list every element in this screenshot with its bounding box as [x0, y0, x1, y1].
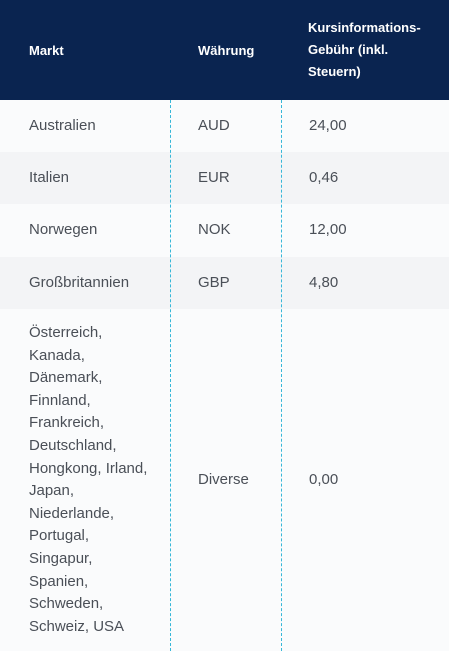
table-row: Italien EUR 0,46	[0, 152, 449, 204]
fee-cell: 0,46	[309, 169, 339, 186]
market-cell: Australien	[29, 117, 96, 134]
table-row: Australien AUD 24,00	[0, 100, 449, 152]
column-divider	[281, 100, 282, 651]
header-currency: Währung	[198, 43, 255, 58]
fee-cell: 4,80	[309, 274, 339, 291]
table-row: Großbritannien GBP 4,80	[0, 257, 449, 309]
table-row: Norwegen NOK 12,00	[0, 204, 449, 257]
fee-cell: 12,00	[309, 221, 347, 238]
currency-cell: Diverse	[198, 471, 249, 488]
table-row: Österreich, Kanada, Dänemark, Finnland, …	[0, 309, 449, 651]
table-header: Markt Währung Kursinformations-Gebühr (i…	[0, 0, 449, 100]
currency-cell: NOK	[198, 221, 231, 238]
fee-cell: 0,00	[309, 471, 339, 488]
market-cell: Norwegen	[29, 221, 98, 238]
currency-cell: EUR	[198, 169, 230, 186]
column-divider	[170, 100, 171, 651]
currency-cell: AUD	[198, 117, 230, 134]
market-cell: Österreich, Kanada, Dänemark, Finnland, …	[29, 324, 148, 635]
header-fee: Kursinformations-Gebühr (inkl. Steuern)	[308, 20, 421, 79]
fee-cell: 24,00	[309, 117, 347, 134]
market-cell: Großbritannien	[29, 274, 130, 291]
market-cell: Italien	[29, 169, 70, 186]
currency-cell: GBP	[198, 274, 230, 291]
header-market: Markt	[29, 43, 64, 58]
